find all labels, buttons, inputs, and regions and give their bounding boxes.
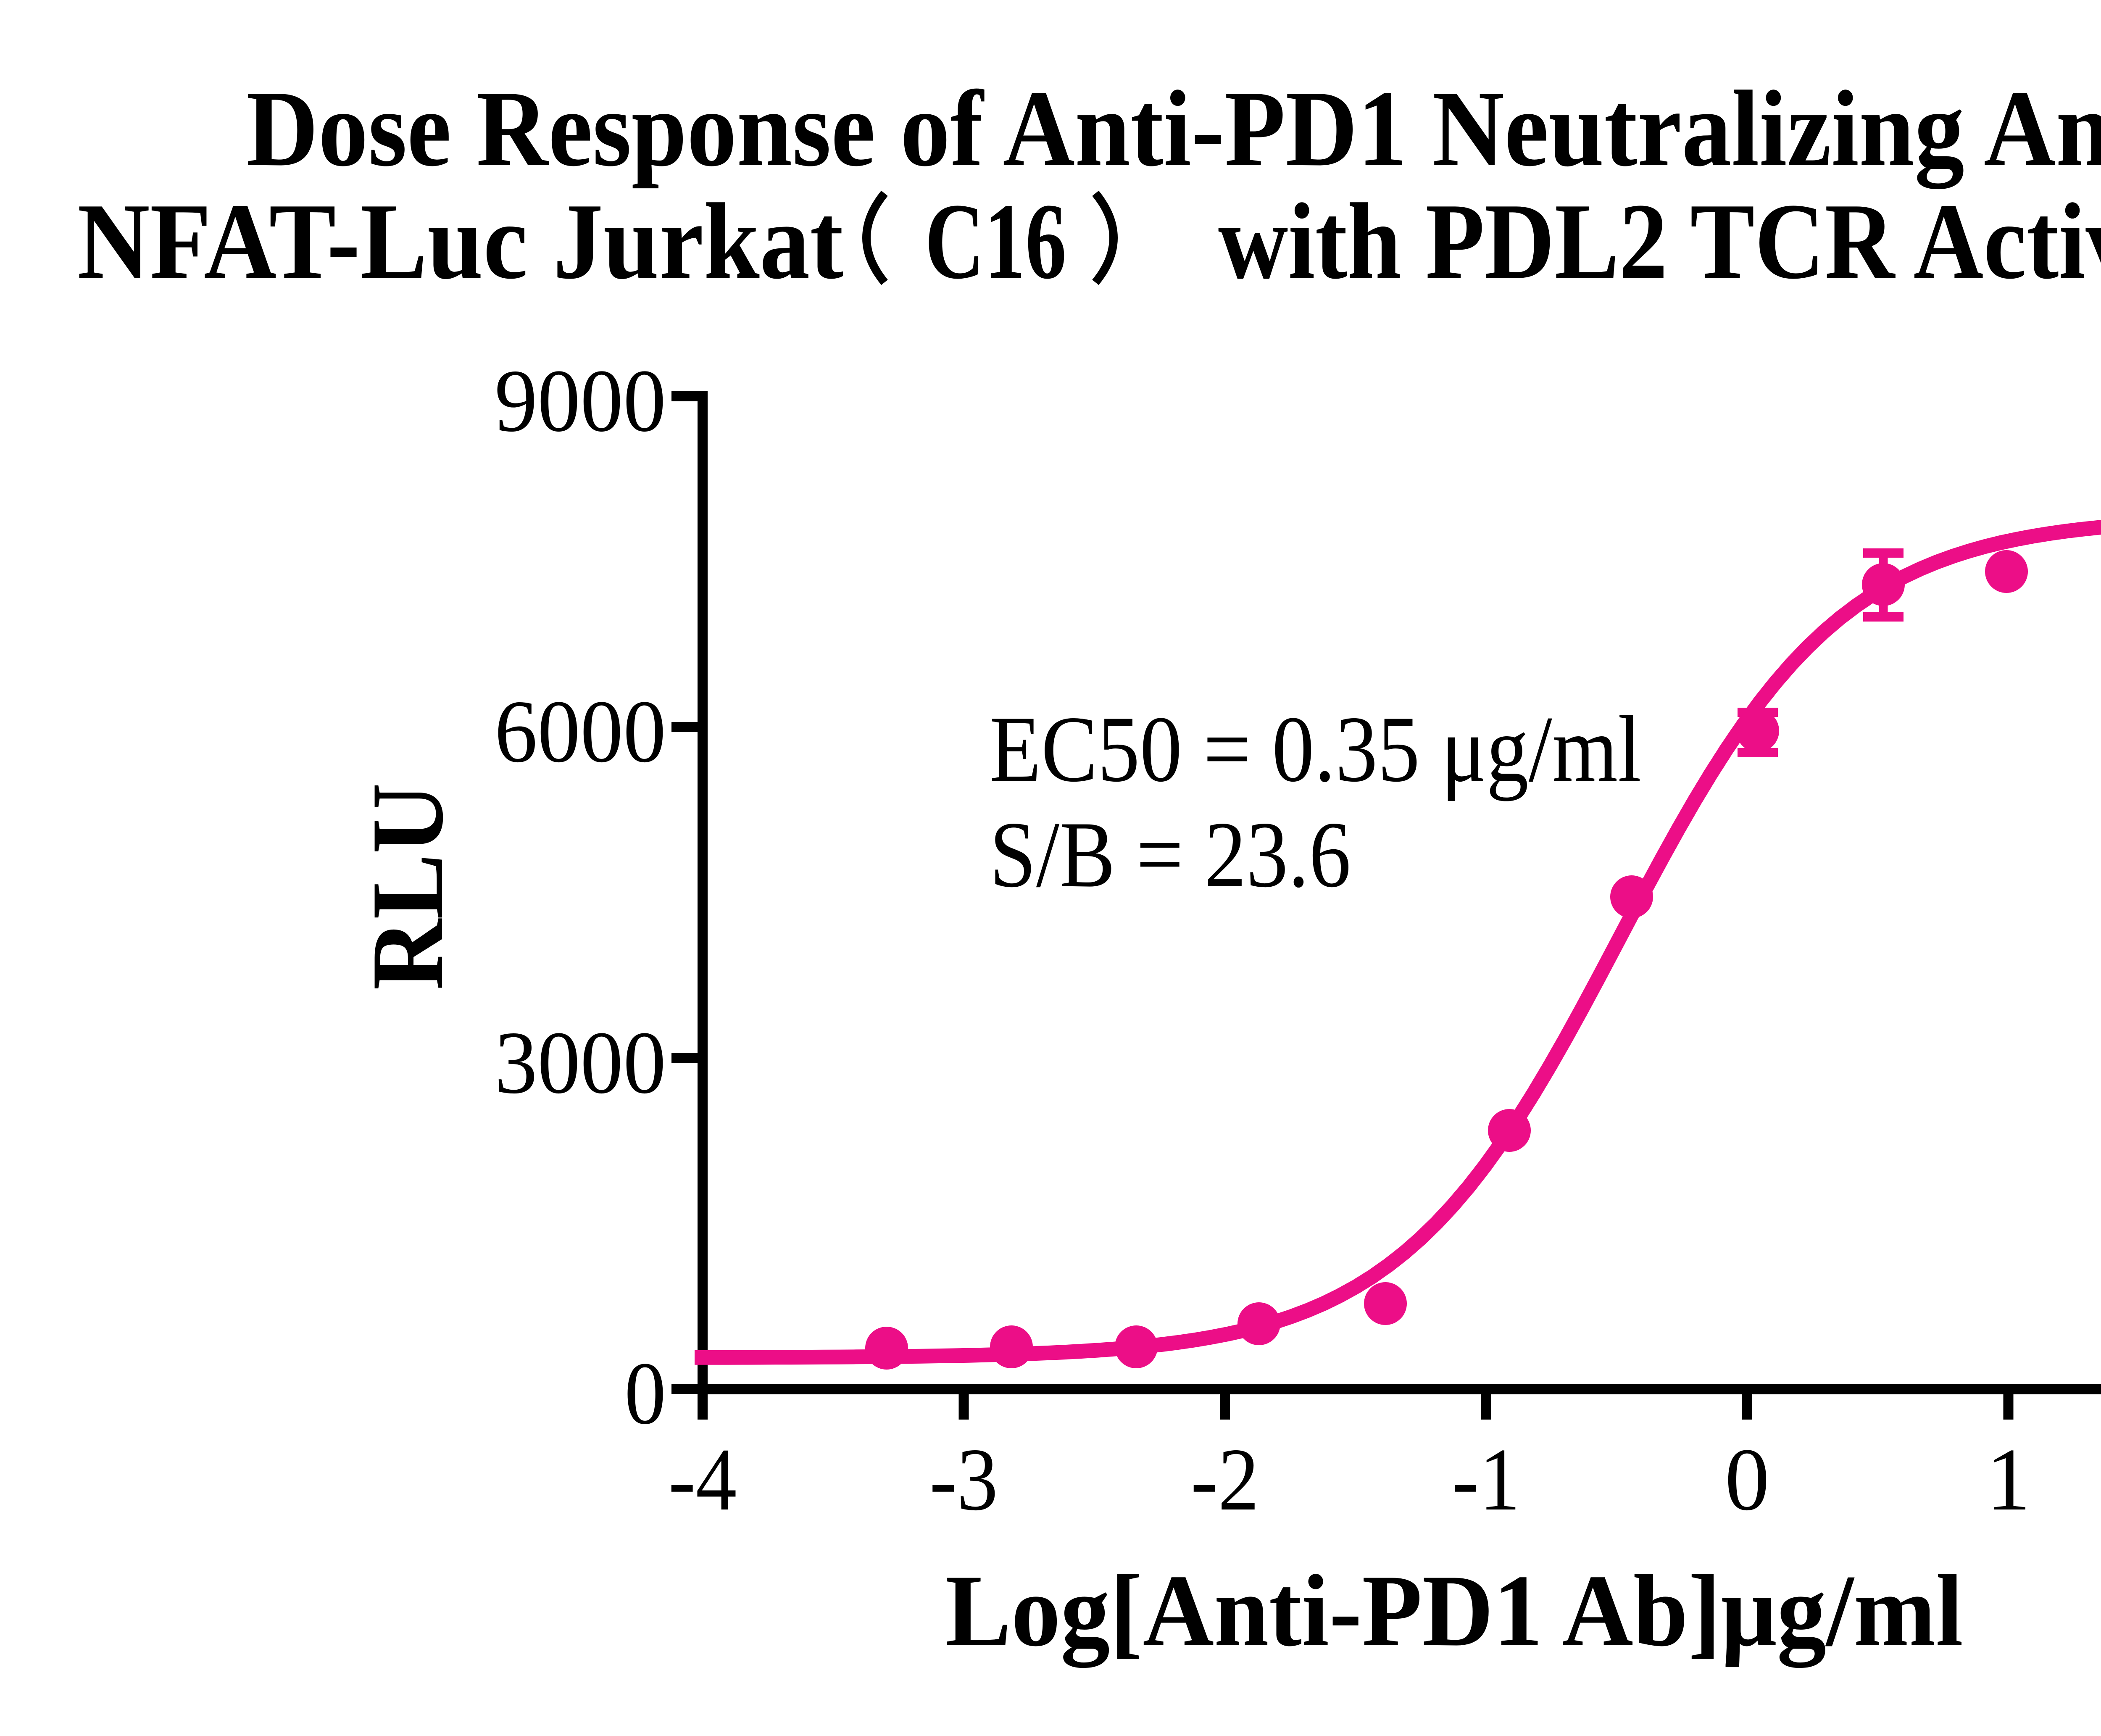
svg-text:0: 0 bbox=[1725, 1430, 1770, 1529]
svg-text:Dose Response of Anti-PD1 Neut: Dose Response of Anti-PD1 Neutralizing A… bbox=[246, 68, 2101, 191]
svg-text:with PDL2 TCR Activator CHO: with PDL2 TCR Activator CHO bbox=[1218, 181, 2101, 302]
svg-text:1: 1 bbox=[1986, 1430, 2031, 1529]
svg-text:S/B = 23.6: S/B = 23.6 bbox=[990, 802, 1351, 907]
svg-text:RLU: RLU bbox=[350, 783, 464, 990]
svg-text:C16: C16 bbox=[925, 181, 1066, 302]
svg-text:EC50 = 0.35 μg/ml: EC50 = 0.35 μg/ml bbox=[990, 696, 1641, 801]
svg-text:9000: 9000 bbox=[495, 351, 666, 450]
svg-text:3000: 3000 bbox=[495, 1013, 666, 1112]
svg-text:-3: -3 bbox=[929, 1430, 998, 1529]
svg-text:-2: -2 bbox=[1191, 1430, 1259, 1529]
svg-text:NFAT-Luc Jurkat: NFAT-Luc Jurkat bbox=[77, 181, 845, 302]
svg-text:6000: 6000 bbox=[495, 682, 666, 781]
svg-text:Log[Anti-PD1 Ab]μg/ml: Log[Anti-PD1 Ab]μg/ml bbox=[945, 1554, 1963, 1668]
svg-text:0: 0 bbox=[624, 1344, 666, 1443]
svg-text:-1: -1 bbox=[1452, 1430, 1520, 1529]
svg-text:-4: -4 bbox=[669, 1430, 737, 1529]
